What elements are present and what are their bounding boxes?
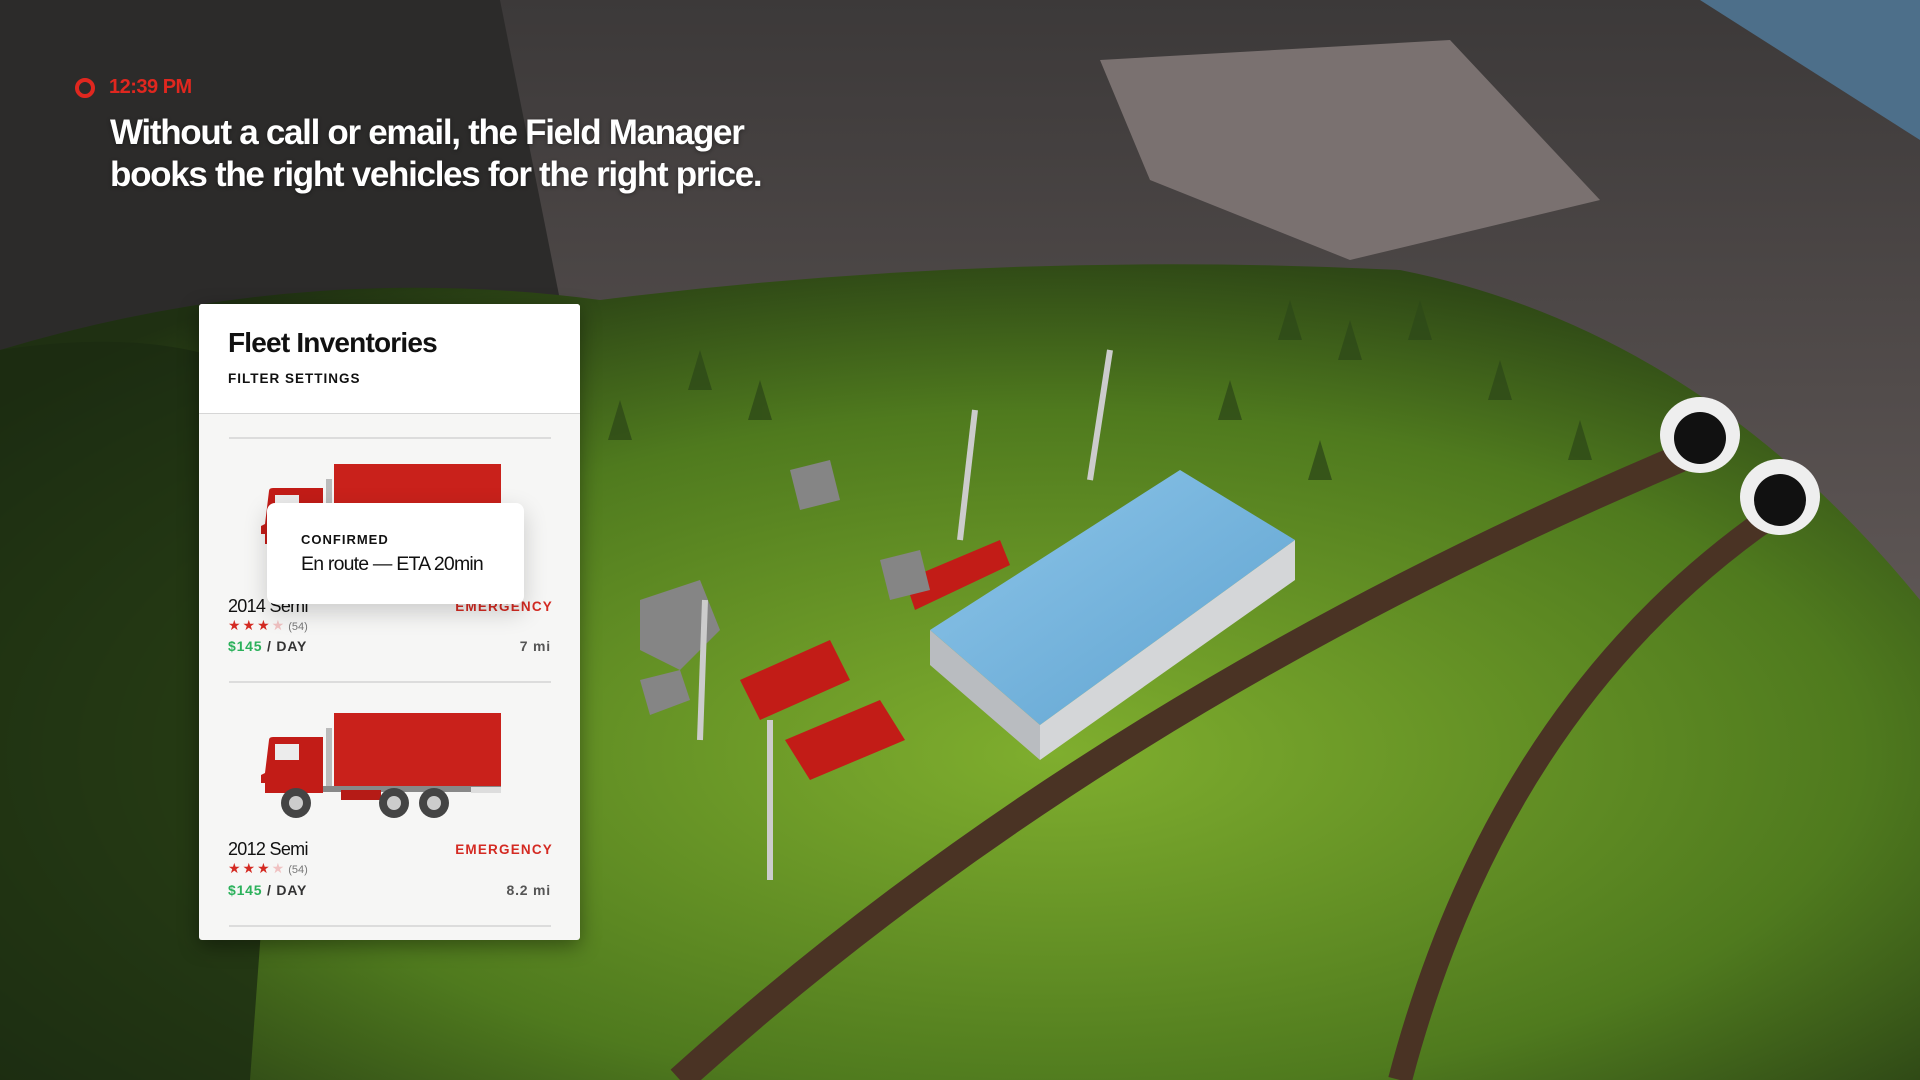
divider: [229, 437, 551, 439]
star-icon: ★★★: [228, 617, 272, 633]
headline-line-2: books the right vehicles for the right p…: [110, 155, 763, 194]
distance: 7 mi: [519, 638, 551, 654]
headline: Without a call or email, the Field Manag…: [110, 112, 763, 196]
divider: [229, 925, 551, 927]
star-icon: ★★★: [228, 860, 272, 876]
price: $145 / DAY: [228, 638, 308, 654]
emergency-tag: EMERGENCY: [455, 842, 553, 857]
confirmation-tooltip: CONFIRMED En route — ETA 20min: [267, 503, 524, 604]
headline-line-1: Without a call or email, the Field Manag…: [110, 113, 745, 152]
card-header: Fleet Inventories FILTER SETTINGS: [199, 304, 580, 414]
star-rating: ★★★★ (54): [228, 617, 308, 633]
record-dot-icon: [75, 77, 95, 98]
star-rating: ★★★★ (54): [228, 860, 308, 876]
price: $145 / DAY: [228, 882, 308, 898]
star-icon: ★: [271, 860, 287, 876]
tooltip-label: CONFIRMED: [301, 532, 389, 547]
card-title: Fleet Inventories: [228, 327, 438, 358]
tooltip-text: En route — ETA 20min: [301, 553, 484, 575]
divider: [229, 681, 551, 683]
filter-settings-link[interactable]: FILTER SETTINGS: [228, 371, 361, 386]
fleet-inventories-card: Fleet Inventories FILTER SETTINGS 2014 S…: [199, 304, 580, 940]
distance: 8.2 mi: [506, 882, 551, 898]
truck-icon: [261, 713, 501, 818]
vehicle-name: 2012 Semi: [228, 839, 308, 859]
timestamp-row: 12:39 PM: [75, 76, 192, 99]
timestamp: 12:39 PM: [109, 76, 192, 98]
star-icon: ★: [271, 617, 287, 633]
